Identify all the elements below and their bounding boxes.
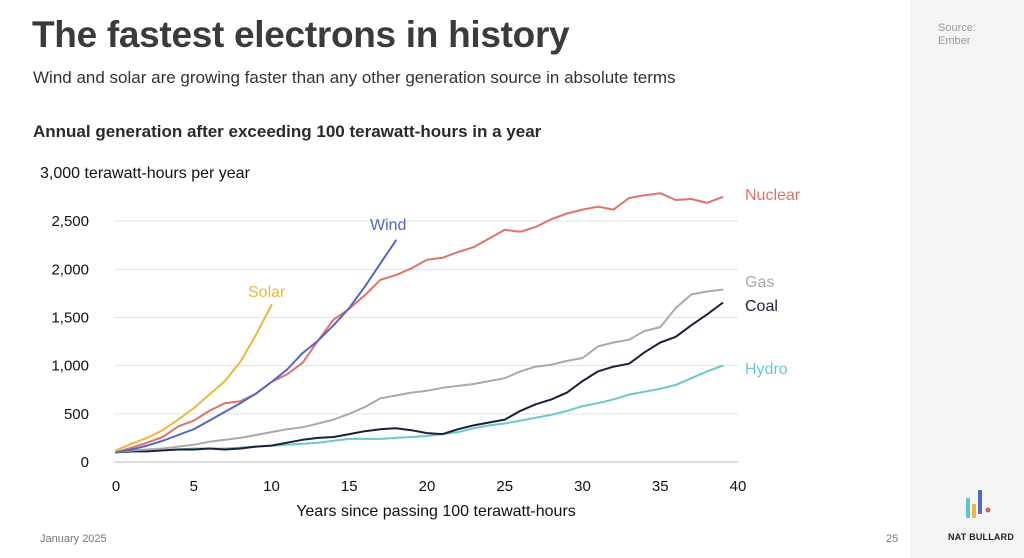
series-label-solar: Solar	[248, 284, 286, 301]
series-line-nuclear	[115, 192, 724, 454]
y-tick-label: 2,000	[51, 261, 89, 278]
x-axis-ticks: 0 5 10 15 20 25 30 35 40	[112, 478, 747, 495]
chart-title: Annual generation after exceeding 100 te…	[33, 122, 542, 141]
series-label-coal: Coal	[745, 298, 778, 315]
y-tick-label: 500	[64, 406, 89, 423]
x-tick-label: 20	[419, 478, 436, 495]
brand-name: NAT BULLARD	[948, 532, 1015, 542]
source-label: Source:	[938, 22, 976, 34]
y-tick-label: 1,500	[51, 310, 89, 327]
x-tick-label: 15	[341, 478, 358, 495]
y-axis-ticks: 0 500 1,000 1,500 2,000 2,500	[51, 213, 89, 471]
series-label-hydro: Hydro	[745, 361, 788, 378]
x-tick-label: 30	[574, 478, 591, 495]
x-tick-label: 35	[652, 478, 669, 495]
x-axis-label: Years since passing 100 terawatt-hours	[296, 503, 576, 520]
series-label-wind: Wind	[370, 217, 406, 234]
y-axis-label: 3,000 terawatt-hours per year	[40, 165, 251, 182]
sidebar-panel	[910, 0, 1024, 558]
series-line-coal	[115, 302, 724, 454]
series-label-gas: Gas	[745, 274, 774, 291]
page-number: 25	[886, 533, 899, 545]
series-line-hydro	[115, 364, 724, 454]
y-tick-label: 2,500	[51, 213, 89, 230]
footer-date: January 2025	[40, 533, 107, 545]
gridlines	[114, 220, 738, 463]
x-tick-label: 10	[263, 478, 280, 495]
x-tick-label: 0	[112, 478, 120, 495]
series-line-wind	[115, 239, 397, 454]
slide-subtitle: Wind and solar are growing faster than a…	[33, 68, 676, 87]
y-tick-label: 0	[81, 454, 89, 471]
slide-title: The fastest electrons in history	[32, 14, 570, 55]
brand-logo-icon	[966, 490, 991, 518]
series-line-gas	[115, 288, 724, 454]
series-labels: Solar Wind Nuclear Gas Coal Hydro	[248, 187, 801, 378]
source-note: Source: Ember	[938, 22, 976, 48]
slide	[0, 0, 910, 558]
source-value: Ember	[938, 35, 971, 47]
series-line-solar	[115, 304, 273, 452]
series-lines	[115, 192, 724, 454]
x-tick-label: 40	[730, 478, 747, 495]
x-tick-label: 5	[190, 478, 198, 495]
x-tick-label: 25	[496, 478, 513, 495]
series-label-nuclear: Nuclear	[745, 187, 801, 204]
line-chart: 0 500 1,000 1,500 2,000 2,500 0 5 10 15 20 25 30 35 4…	[40, 165, 801, 520]
y-tick-label: 1,000	[51, 358, 89, 375]
